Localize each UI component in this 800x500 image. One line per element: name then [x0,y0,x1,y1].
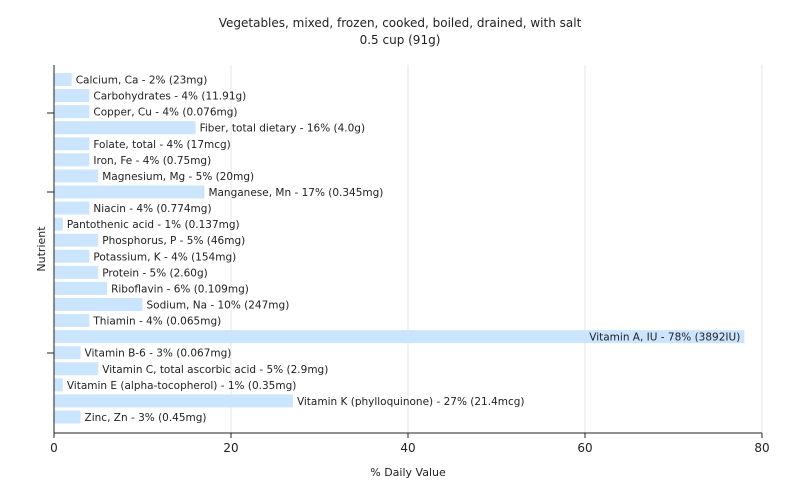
chart-subtitle: 0.5 cup (91g) [360,33,441,47]
bar-label-13: Riboflavin - 6% (0.109mg) [111,283,249,295]
bar-2 [54,105,90,119]
bar-label-11: Potassium, K - 4% (154mg) [93,251,236,263]
x-tick-label-80: 80 [754,441,769,455]
x-axis-title: % Daily Value [370,466,446,479]
bar-label-4: Folate, total - 4% (17mcg) [93,139,230,151]
x-tick-label-20: 20 [223,441,238,455]
bar-label-5: Iron, Fe - 4% (0.75mg) [93,155,211,167]
bar-9 [54,217,63,231]
bar-17 [54,346,81,360]
bar-label-17: Vitamin B-6 - 3% (0.067mg) [85,348,232,360]
bar-label-18: Vitamin C, total ascorbic acid - 5% (2.9… [102,364,328,376]
bar-label-14: Sodium, Na - 10% (247mg) [147,299,290,311]
bar-21 [54,410,81,424]
bars-group: Calcium, Ca - 2% (23mg) Carbohydrates - 4… [54,73,745,424]
bar-label-9: Pantothenic acid - 1% (0.137mg) [67,219,240,231]
gridlines [230,65,763,433]
y-axis-title: Nutrient [35,226,48,272]
bar-11 [54,249,90,263]
bar-label-6: Magnesium, Mg - 5% (20mg) [102,171,254,183]
bar-16 [54,330,745,344]
bar-6 [54,169,99,183]
bar-20 [54,394,293,408]
bar-label-15: Thiamin - 4% (0.065mg) [92,316,221,328]
bar-label-20: Vitamin K (phylloquinone) - 27% (21.4mcg… [297,396,525,408]
x-tick-label-40: 40 [400,441,415,455]
bar-4 [54,137,90,151]
bar-5 [54,153,90,167]
bar-18 [54,362,99,376]
bar-label-3: Fiber, total dietary - 16% (4.0g) [200,123,365,135]
bar-label-2: Copper, Cu - 4% (0.076mg) [93,107,237,119]
bar-label-7: Manganese, Mn - 17% (0.345mg) [208,187,383,199]
bar-19 [54,378,63,392]
bar-12 [54,265,99,279]
bar-label-0: Calcium, Ca - 2% (23mg) [76,75,208,87]
bar-label-8: Niacin - 4% (0.774mg) [93,203,211,215]
bar-1 [54,89,90,103]
bar-15 [54,314,90,328]
bar-8 [54,201,90,215]
bar-label-1: Carbohydrates - 4% (11.91g) [93,91,246,103]
bar-3 [54,121,196,135]
bar-label-21: Zinc, Zn - 3% (0.45mg) [85,412,207,424]
x-tick-label-60: 60 [577,441,592,455]
axes-group: 0 20 40 60 80 [47,65,770,455]
bar-label-10: Phosphorus, P - 5% (46mg) [102,235,245,247]
x-tick-label-0: 0 [50,441,58,455]
bar-14 [54,297,143,311]
bar-13 [54,281,108,295]
bar-label-16: Vitamin A, IU - 78% (3892IU) [589,332,740,344]
bar-label-12: Protein - 5% (2.60g) [102,267,208,279]
bar-label-19: Vitamin E (alpha-tocopherol) - 1% (0.35m… [67,380,297,392]
chart-title: Vegetables, mixed, frozen, cooked, boile… [219,16,582,30]
bar-10 [54,233,99,247]
bar-0 [54,73,72,86]
bar-7 [54,185,205,199]
